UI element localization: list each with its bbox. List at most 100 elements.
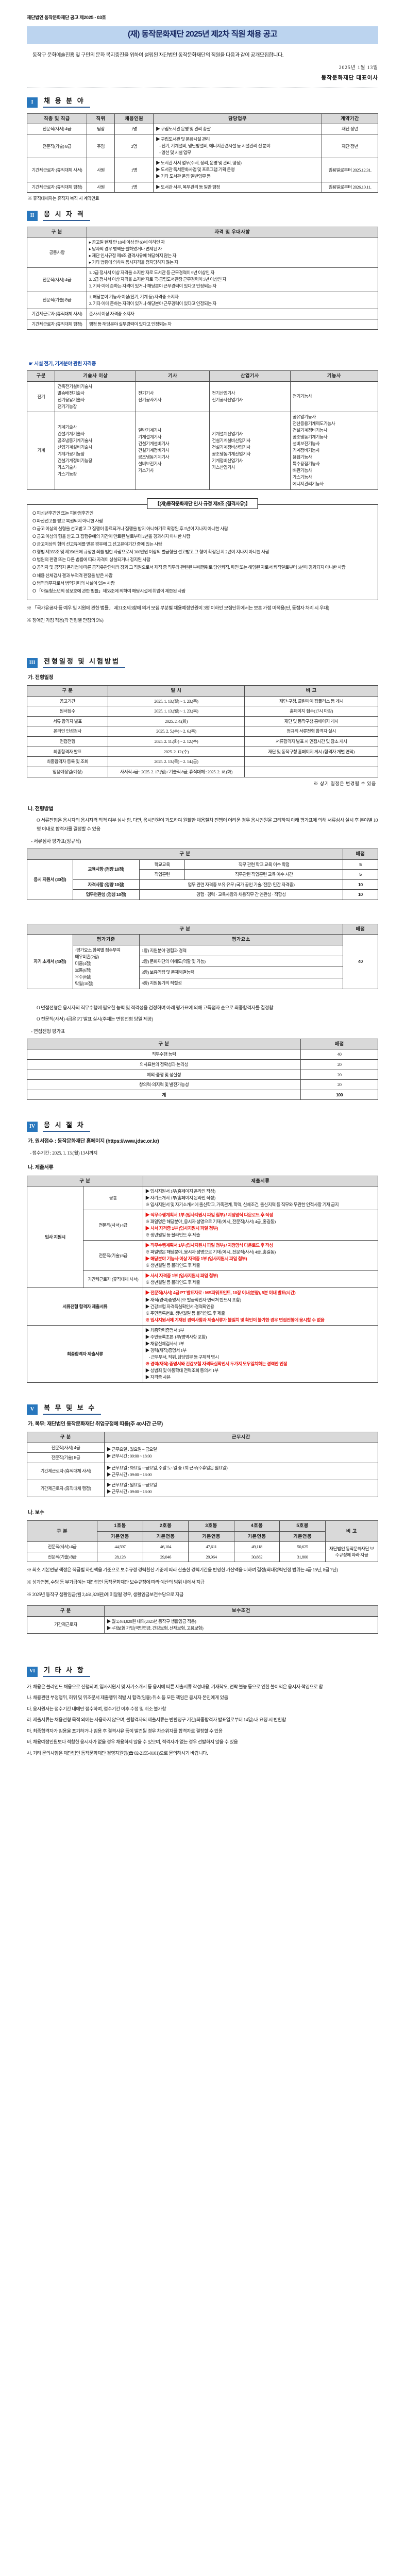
other-item: 마. 최종합격자가 임용을 포기하거나 임용 후 결격사유 등이 발견될 경우 … [27, 1728, 223, 1734]
cell-job: 기간제근로자 (휴직대체 사서) [27, 158, 87, 182]
cell-stage: 최종합격자 발표 [27, 746, 108, 757]
working-hours-table: 구 분 근무시간 전문직(사서) 4급 ▶ 근무요일 : 월요일 ~ 금요일 ▶… [27, 1432, 379, 1497]
document-item: ※ 생년월일 등 블라인드 후 제출 [145, 1280, 200, 1285]
table-row: 입사 지원시 공통 ▶ 입사지원서 1부(홈페이지 온라인 작성) ▶ 자기소개… [27, 1185, 379, 1289]
table-row: 전문직(사서) 4급 1. 2급 정사서 이상 자격을 소지한 자로 도서관 등… [27, 267, 379, 292]
cell-documents: ▶ 직무수행계획서 1부 (입사지원시 파일 첨부) / 지정양식 다운로드 후… [142, 1209, 379, 1241]
duty-line: ▶ 도서관 독서문화사업 및 프로그램 기획 운영 [156, 167, 235, 173]
table-row: 전문직(기술) 8급 주임 2명 ▶ 구립도서관 및 문화시설 관리 - 전기,… [27, 134, 378, 159]
cert-item: 전산응용기계제도기능사 [292, 421, 335, 427]
cell-qualifications: ▸ 공고일 현재 만 18세 이상 만 60세 이하인 자 ▸ 남자의 경우 병… [86, 237, 379, 268]
cell-count: 1명 [114, 124, 154, 135]
section-heading-application: IV 응 시 절 차 [27, 1121, 378, 1132]
table-header-row: 구 분 배점 [27, 849, 379, 860]
col-step-3: 3호봉 [188, 1520, 234, 1532]
cert-item: 건설기계설비산업기사 [212, 437, 251, 443]
table-header-row: 직종 및 직급 직위 채용인원 담당업무 계약기간 [27, 113, 378, 125]
other-item: 나. 채용관련 부정행위, 허위 및 위조문서 제출행위 적발 시 합격(임용)… [27, 1695, 228, 1701]
cell-category: 전문직(기술) 8급 [27, 1452, 105, 1463]
table-row: 전문직(사서) 4급 ▶ 직무수행계획서 1부 (입사지원시 파일 첨부) / … [27, 1209, 379, 1241]
cell-master: 건축전기설비기술사 발송배전기술사 전기응용기술사 전기기능장 [55, 381, 137, 413]
other-item: 다. 응시원서는 접수기간 내에만 접수하며, 접수기간 이후 수정 및 취소 … [27, 1706, 166, 1711]
cert-item: 특수용접기능사 [292, 461, 320, 467]
duty-line: ▶ 도서관 서무, 복무관리 등 일반 행정 [156, 184, 220, 190]
table-row: 기간제근로자 (휴직대체 사서) 준사서 이상 자격증 소지자 [27, 308, 379, 319]
col-score: 배점 [300, 1039, 378, 1050]
cell-craftsman: 공유압기능사 전산응용기계제도기능사 건설기계정비기능사 공조냉동기계기능사 설… [290, 412, 379, 490]
cell-engineer: 전기기사 전기공사기사 [136, 381, 210, 413]
col-pay-condition: 보수조건 [104, 1605, 379, 1617]
cell-remark: 재단 및 동작구청 홈페이지 게시 (합격자 개별 연락) [244, 746, 378, 757]
document-item: ※ 경력(재직) 증명서와 건강보험 자격득실확인서 두가지 모두일치하는 경력… [145, 1361, 288, 1366]
method-paragraph-1: O 서류전형은 응시자의 응시자격 적격 여부 심사 함. 다만, 응시인원이 … [37, 818, 378, 833]
table-row: 공통사항 ▸ 공고일 현재 만 18세 이상 만 60세 이하인 자 ▸ 남자의… [27, 237, 379, 268]
cell-qualifications: 1. 2급 정사서 이상 자격을 소지한 자로 도서관 등 근무경력이 9년 이… [86, 267, 379, 292]
col-category: 구 분 [27, 1432, 105, 1443]
col-qualifications: 자격 및 우대사항 [86, 226, 379, 238]
cell-item: 창의력·의지력 및 발전가능성 [26, 1079, 301, 1090]
col-category: 구 분 [27, 1605, 105, 1617]
cert-item: 설비보전기능사 [292, 441, 320, 447]
cell-score: 20 [300, 1069, 378, 1080]
table-row: 기간제근로자 (휴직대체 행정) 사원 1명 ▶ 도서관 서무, 복무관리 등 … [27, 181, 378, 193]
table-row: 전문직(기술) 8급 28,128 29,046 29,964 30,882 3… [26, 1551, 378, 1563]
table-header-row: 구 분 배점 [27, 923, 379, 935]
cell-remark: 재단·구청, 클린아이 잡플러스 등 게시 [244, 696, 378, 707]
col-step-4: 4호봉 [233, 1520, 280, 1532]
table-row: 전문직(사서) 4급 44,597 46,104 47,611 49,118 5… [26, 1541, 379, 1563]
col-category: 구 분 [27, 226, 87, 238]
hours-line: ▶ 근무요일 : 화요일 ~ 금요일, 주말 토~일 중 1회 근무(주휴일은 … [106, 1465, 228, 1470]
section-title: 복 무 및 보 수 [43, 1403, 102, 1415]
other-item: 사. 기타 문의사항은 재단법인 동작문화재단 경영지원팀(☎ 02-2155-… [27, 1750, 208, 1756]
cell-category: 전문직(기술) 8급 [26, 1551, 98, 1563]
table-header-row: 구 분 1호봉 2호봉 3호봉 4호봉 5호봉 비 고 [26, 1520, 379, 1543]
col-base-salary: 기본연봉 [188, 1531, 234, 1543]
col-base-salary: 기본연봉 [233, 1531, 280, 1543]
document-item: ▶ 경력(재직)증명서 1부 [145, 1347, 187, 1353]
cell-eval-element: 1항) 지원분야 경험과 경력 [139, 944, 343, 956]
table-row: 최종합격자 발표 2025. 2. 12.(수) 재단 및 동작구청 홈페이지 게시… [27, 746, 378, 757]
cell-remark: 홈페이지 접수(17시 마감) [244, 706, 378, 717]
cell-category: 기간제근로자 (휴직대체 사서) [27, 308, 87, 319]
table-row: 직무수행 능력 40 [26, 1049, 378, 1060]
section-number: II [27, 210, 38, 221]
document-item: ※ 주민등록번호, 생년월일 등 블라인드 후 제출 [145, 1310, 225, 1316]
cert-item: 공조냉동기계기능사 [292, 434, 328, 440]
qualification-line: ▸ 재단 인사규정 제8조 결격사유에 해당하지 않는 자 [89, 253, 177, 259]
cert-item: 가스기사 [138, 468, 154, 473]
cell-criteria: 교육사항 (정량 10점) [72, 859, 140, 880]
col-step-1: 1호봉 [97, 1520, 143, 1532]
cert-item: 건축전기설비기술사 [57, 383, 92, 389]
section-number: IV [27, 1122, 38, 1132]
cert-item: 전기공사산업기사 [212, 397, 243, 402]
cell-stage: 최종합격자 등록 및 조회 [27, 756, 108, 767]
section1-note: ※ 휴직대체자는 휴직자 복직 시 계약만료 [28, 195, 99, 201]
col-remarks: 비 고 [244, 685, 378, 697]
document-item: ※ 파일명은 해당분야_응시자 성명으로 기재 (예시_전문직(사서) 4급_홍… [145, 1249, 276, 1255]
required-documents-table: 구 분 제출서류 입사 지원시 공통 ▶ 입사지원서 1부(홈페이지 온라인 작… [27, 1175, 379, 1383]
cert-item: 건설기계기술사 [57, 431, 85, 436]
section-heading-service-pay: V 복 무 및 보 수 [27, 1403, 378, 1415]
subheading-service: 가. 복무: 재단법인 동작문화재단 취업규정에 따름(주 40시간 근무) [28, 1421, 163, 1427]
rule-item: 「아동청소년의 성보호에 관한 법률」제56조에 의하여 해당시설에 취업이 제… [32, 587, 373, 595]
qualification-line: 1. 2급 정사서 이상 자격을 소지한 자로 도서관 등 근무경력이 9년 이… [89, 270, 215, 276]
cert-item: 발송배전기술사 [57, 390, 85, 396]
job-posting-document: 재단법인 동작문화재단 공고 제2025 - 03호 (재) 동작문화재단 20… [0, 14, 405, 1778]
cell-total-score: 100 [300, 1089, 378, 1100]
cell-cert-type: 기계 [26, 412, 56, 490]
qualification-line: ▸ 공고일 현재 만 18세 이상 만 60세 이하인 자 [89, 240, 165, 245]
cert-item: 기계기술사 [57, 424, 77, 430]
cell-salary: 46,104 [142, 1541, 189, 1552]
document-item: - 근무부서, 직위, 담당업무 등 구체적 명시 [148, 1354, 219, 1360]
col-base-salary: 기본연봉 [142, 1531, 189, 1543]
table-row: 전문직(기술) 8급 1. 해당분야 기능사 이상(전기, 기계 등) 자격증 … [27, 291, 379, 309]
col-engineer: 기사 [136, 370, 210, 382]
certificates-subtitle: ☛ 시설 전기, 기계분야 관련 자격증 [29, 361, 96, 367]
pay-note: ※ 최초 기본연봉 책정은 직급별 하한액을 기준으로 보수규정 경력환산 기준… [27, 1567, 338, 1573]
col-category: 구 분 [27, 849, 343, 860]
cert-item: 건설기계정비기사 [138, 448, 170, 453]
cell-criteria: 업무연관성 (정성 10점) [72, 889, 140, 900]
col-eval-element: 평가요소 [139, 934, 343, 945]
rule-item: 금고 이상의 실형을 선고받고 그 집행이 종료되거나 집행을 받지 아니하기로… [32, 525, 373, 533]
cert-item: 공조냉동기계기술사 [57, 437, 92, 443]
